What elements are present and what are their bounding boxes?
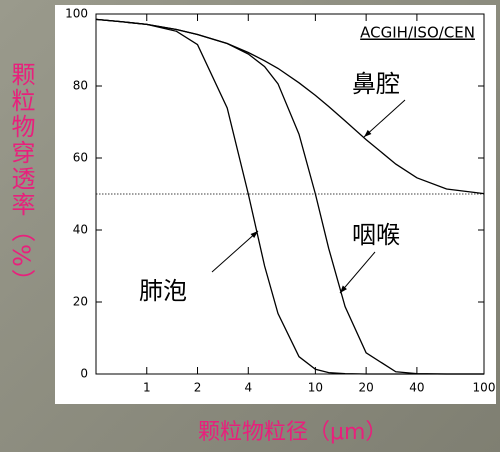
x-axis-label: 颗粒物粒径（μm） [198, 420, 388, 445]
source: ACGIH/ISO/CEN [360, 24, 475, 42]
arrow [339, 251, 376, 294]
x-tick-label: 4 [244, 381, 252, 395]
arrow-head [340, 285, 347, 293]
arrow-head [364, 129, 372, 137]
y-axis-label: 颗粒物穿透率（%） [7, 62, 35, 295]
y-tick-label: 0 [80, 367, 88, 381]
y-tick-label: 60 [73, 151, 88, 165]
series-label: 鼻腔 [352, 70, 400, 98]
series-label: 咽喉 [352, 221, 400, 249]
arrow [211, 230, 259, 273]
panel [55, 5, 496, 404]
y-tick-label: 80 [73, 79, 88, 93]
series-label: 肺泡 [139, 277, 187, 305]
series-line [95, 18, 484, 375]
x-tick-label: 10 [308, 381, 323, 395]
y-tick-label: 20 [73, 295, 88, 309]
x-tick-label: 100 [473, 381, 496, 395]
y-tick-label: 100 [65, 7, 88, 21]
arrow-head [250, 231, 258, 239]
arrow [363, 99, 406, 138]
x-tick-label: 2 [194, 381, 202, 395]
series-line [95, 18, 484, 375]
x-tick-label: 40 [409, 381, 424, 395]
y-tick-label: 40 [73, 223, 88, 237]
x-tick-label: 20 [358, 381, 373, 395]
x-tick-label: 1 [143, 381, 151, 395]
